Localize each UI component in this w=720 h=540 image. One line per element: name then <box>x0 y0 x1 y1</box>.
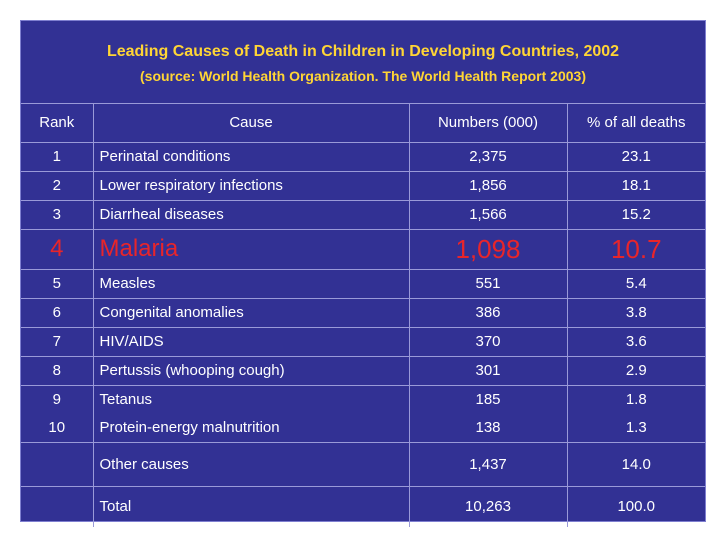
rank-cell: 5 <box>21 268 94 298</box>
table-row: 10 Protein-energy malnutrition 138 1.3 <box>21 414 705 442</box>
slide-frame: Leading Causes of Death in Children in D… <box>20 20 706 527</box>
numbers-cell: 1,856 <box>409 170 568 200</box>
numbers-cell: 2,375 <box>409 141 568 171</box>
cause-cell: Malaria <box>93 228 410 269</box>
percent-cell: 10.7 <box>567 228 705 269</box>
percent-cell: 1.8 <box>567 384 705 414</box>
table-row-highlighted: 4 Malaria 1,098 10.7 <box>21 228 705 269</box>
header-percent: % of all deaths <box>566 103 705 143</box>
header-numbers: Numbers (000) <box>408 103 568 143</box>
header-rank: Rank <box>21 103 94 143</box>
table-row: 5 Measles 551 5.4 <box>21 268 705 298</box>
cause-cell: Tetanus <box>93 384 410 414</box>
percent-cell: 15.2 <box>567 199 705 229</box>
percent-cell: 2.9 <box>567 355 705 385</box>
page-subtitle: (source: World Health Organization. The … <box>140 68 586 84</box>
numbers-cell: 1,437 <box>409 441 568 486</box>
numbers-cell: 301 <box>409 355 568 385</box>
numbers-cell: 1,566 <box>409 199 568 229</box>
cause-cell: Total <box>93 485 410 527</box>
percent-cell: 5.4 <box>567 268 705 298</box>
header-cause: Cause <box>92 103 410 143</box>
numbers-cell: 370 <box>409 326 568 356</box>
percent-cell: 1.3 <box>625 419 647 437</box>
percent-cell: 3.6 <box>567 326 705 356</box>
numbers-cell: 551 <box>409 268 568 298</box>
causes-table: Rank Cause Numbers (000) % of all deaths… <box>21 103 705 527</box>
numbers-cell: 386 <box>409 297 568 327</box>
rank-cell-empty <box>21 485 94 527</box>
numbers-cell: 185 <box>409 384 568 414</box>
rank-cell: 2 <box>21 170 94 200</box>
rank-cell: 1 <box>21 141 94 171</box>
other-causes-row: Other causes 1,437 14.0 <box>21 441 705 486</box>
table-row: 1 Perinatal conditions 2,375 23.1 <box>21 141 705 171</box>
table-row: 2 Lower respiratory infections 1,856 18.… <box>21 170 705 200</box>
rank-cell: 10 <box>21 414 94 442</box>
page-title: Leading Causes of Death in Children in D… <box>106 43 620 60</box>
table-row: 3 Diarrheal diseases 1,566 15.2 <box>21 199 705 229</box>
percent-cell: 3.8 <box>567 297 705 327</box>
rank-cell: 6 <box>21 297 94 327</box>
numbers-cell: 1,098 <box>409 228 568 269</box>
cause-cell: HIV/AIDS <box>93 326 410 356</box>
cause-cell: Lower respiratory infections <box>93 170 410 200</box>
cause-cell: Congenital anomalies <box>93 297 410 327</box>
table-row: 7 HIV/AIDS 370 3.6 <box>21 326 705 356</box>
rank-cell: 7 <box>21 326 94 356</box>
table-row: 9 Tetanus 185 1.8 <box>21 384 705 414</box>
percent-cell: 14.0 <box>567 441 705 486</box>
table-row: 6 Congenital anomalies 386 3.8 <box>21 297 705 327</box>
table-row: 8 Pertussis (whooping cough) 301 2.9 <box>21 355 705 385</box>
percent-cell: 100.0 <box>567 485 705 527</box>
percent-cell: 18.1 <box>567 170 705 200</box>
cause-cell: Other causes <box>93 441 410 486</box>
cause-cell: Measles <box>93 268 410 298</box>
rank-cell: 4 <box>21 228 94 269</box>
title-block: Leading Causes of Death in Children in D… <box>21 21 705 104</box>
rank-cell: 3 <box>21 199 94 229</box>
table-header-row: Rank Cause Numbers (000) % of all deaths <box>21 103 705 143</box>
cause-cell: Pertussis (whooping cough) <box>93 355 410 385</box>
total-row: Total 10,263 100.0 <box>21 485 705 527</box>
rank-cell: 9 <box>21 384 94 414</box>
cause-cell: Diarrheal diseases <box>93 199 410 229</box>
rank-cell-empty <box>21 441 94 486</box>
numbers-cell: 138 <box>409 414 568 442</box>
numbers-cell: 10,263 <box>409 485 568 527</box>
cause-cell: Perinatal conditions <box>93 141 410 171</box>
rank-cell: 8 <box>21 355 94 385</box>
cause-cell: Protein-energy malnutrition <box>93 414 410 442</box>
percent-cell: 23.1 <box>567 141 705 171</box>
